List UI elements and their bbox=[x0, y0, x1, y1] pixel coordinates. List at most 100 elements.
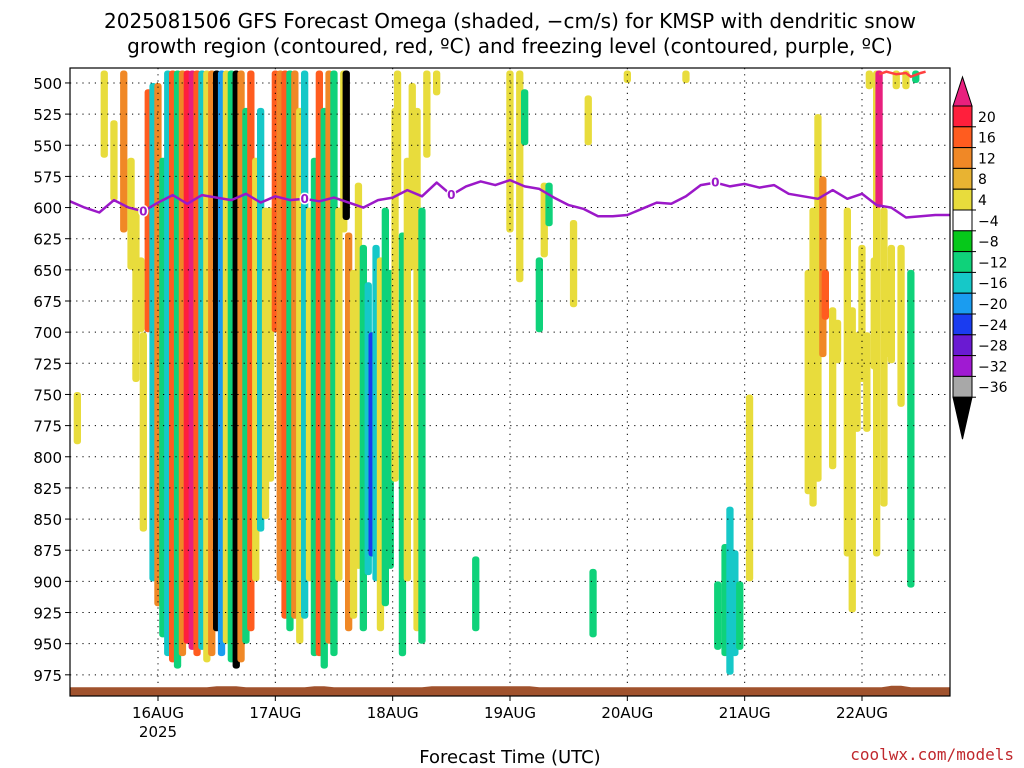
omega-band bbox=[120, 70, 128, 233]
y-tick-label: 925 bbox=[33, 605, 62, 623]
freezing-level-label: 0 bbox=[0, 0, 4, 3]
freezing-level-label: 0 bbox=[447, 188, 455, 202]
omega-band bbox=[137, 257, 145, 333]
x-tick-label: 17AUG bbox=[249, 704, 301, 722]
omega-band bbox=[100, 70, 108, 158]
x-tick-label: 16AUG bbox=[132, 704, 184, 722]
x-tick-label: 21AUG bbox=[719, 704, 771, 722]
colorbar-label: 8 bbox=[978, 172, 987, 188]
x-tick-label: 19AUG bbox=[484, 704, 536, 722]
omega-band bbox=[423, 70, 431, 158]
x-tick-label: 18AUG bbox=[367, 704, 419, 722]
freezing-level-line bbox=[69, 178, 950, 219]
omega-band bbox=[887, 244, 895, 364]
y-tick-label: 600 bbox=[33, 200, 62, 218]
y-axis-ticks: 500 525 550 575 600 625 650 675 700 725 750 775 800 8… bbox=[33, 75, 70, 685]
colorbar-label: −36 bbox=[978, 380, 1008, 396]
dgz-contour-layer bbox=[878, 70, 926, 79]
colorbar-label: −16 bbox=[978, 276, 1008, 292]
omega-shading-layer bbox=[73, 70, 920, 675]
omega-band bbox=[335, 207, 343, 582]
colorbar-label: 12 bbox=[978, 151, 996, 167]
y-tick-label: 700 bbox=[33, 324, 62, 342]
colorbar-segment bbox=[952, 147, 973, 169]
colorbar-segment bbox=[952, 188, 973, 211]
colorbar-segment bbox=[952, 251, 973, 273]
omega-band bbox=[745, 394, 754, 582]
omega-band bbox=[73, 392, 81, 445]
colorbar-segment bbox=[952, 126, 973, 149]
colorbar-label: −20 bbox=[978, 297, 1008, 313]
y-tick-label: 650 bbox=[33, 262, 62, 280]
omega-band bbox=[569, 220, 578, 308]
surface-layer bbox=[70, 685, 950, 696]
y-tick-label: 875 bbox=[33, 542, 62, 560]
colorbar-segment bbox=[952, 313, 973, 336]
omega-band bbox=[821, 269, 829, 320]
colorbar-segment bbox=[952, 334, 973, 357]
y-tick-label: 975 bbox=[33, 667, 62, 685]
colorbar-segment bbox=[952, 105, 973, 128]
x-axis-title: Forecast Time (UTC) bbox=[419, 747, 600, 768]
y-tick-label: 750 bbox=[33, 387, 62, 405]
y-tick-label: 500 bbox=[33, 75, 62, 93]
omega-band bbox=[819, 176, 827, 358]
omega-band bbox=[714, 581, 722, 650]
omega-band bbox=[897, 244, 905, 407]
omega-band bbox=[875, 70, 883, 208]
colorbar-segment bbox=[952, 167, 973, 190]
omega-band bbox=[907, 269, 915, 588]
colorbar-segment bbox=[952, 292, 973, 315]
y-tick-label: 775 bbox=[33, 418, 62, 436]
colorbar-segment bbox=[952, 271, 973, 294]
colorbar-label: 16 bbox=[978, 131, 996, 147]
x-tick-label: 22AUG bbox=[836, 704, 888, 722]
omega-band bbox=[132, 207, 140, 382]
chart-title-line-1: 2025081506 GFS Forecast Omega (shaded, −… bbox=[104, 9, 916, 33]
y-tick-label: 675 bbox=[33, 293, 62, 311]
omega-band bbox=[535, 257, 543, 333]
y-tick-label: 575 bbox=[33, 168, 62, 186]
colorbar-label: 20 bbox=[978, 110, 996, 126]
chart-title-line-2: growth region (contoured, red, ºC) and f… bbox=[127, 34, 893, 58]
omega-band bbox=[391, 107, 399, 482]
omega-band bbox=[833, 319, 842, 364]
colorbar-segment bbox=[952, 230, 973, 253]
colorbar-label: −8 bbox=[978, 235, 999, 251]
y-tick-label: 800 bbox=[33, 449, 62, 467]
omega-band bbox=[863, 332, 871, 432]
credit-text: coolwx.com/models bbox=[850, 745, 1014, 764]
freezing-level-label: 0 bbox=[0, 0, 4, 3]
colorbar-label: 4 bbox=[978, 193, 987, 209]
colorbar-label: −12 bbox=[978, 255, 1008, 271]
omega-band bbox=[589, 568, 597, 638]
freezing-level-layer: 000000 bbox=[0, 0, 950, 220]
omega-band bbox=[545, 182, 553, 227]
colorbar-label: −24 bbox=[978, 318, 1008, 334]
colorbar: 20 16 12 8 4 −4 −8 −12 −16 −20 −24 −28 −32 −36 bbox=[952, 75, 1008, 440]
y-tick-label: 725 bbox=[33, 355, 62, 373]
dgz-contour-line bbox=[878, 70, 926, 79]
omega-band bbox=[393, 70, 402, 196]
colorbar-label: −32 bbox=[978, 359, 1008, 375]
omega-band bbox=[521, 89, 529, 146]
y-tick-label: 550 bbox=[33, 137, 62, 155]
omega-band bbox=[506, 70, 514, 233]
colorbar-label: −4 bbox=[978, 214, 999, 230]
omega-band bbox=[342, 70, 350, 220]
colorbar-segment bbox=[952, 355, 973, 377]
omega-band bbox=[736, 581, 744, 650]
omega-band bbox=[110, 120, 118, 202]
colorbar-bottom-triangle bbox=[952, 396, 973, 440]
omega-band bbox=[472, 556, 480, 632]
omega-band bbox=[139, 332, 147, 532]
y-tick-label: 825 bbox=[33, 480, 62, 498]
surface-terrain bbox=[70, 685, 950, 696]
colorbar-top-triangle bbox=[952, 75, 973, 107]
freezing-level-label: 0 bbox=[301, 192, 309, 206]
y-tick-label: 950 bbox=[33, 636, 62, 654]
y-tick-label: 900 bbox=[33, 573, 62, 591]
omega-band bbox=[865, 70, 873, 90]
